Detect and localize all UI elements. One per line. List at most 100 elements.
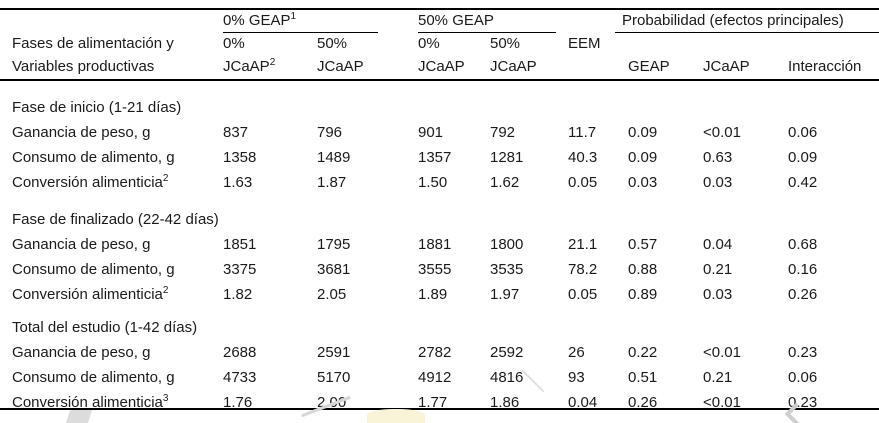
cell-value: 1.89	[418, 286, 448, 303]
cell-value: 1.77	[418, 394, 448, 411]
cell-value: 0.51	[628, 369, 658, 386]
cell-value: 4912	[418, 369, 452, 386]
cell-value: 1281	[490, 149, 524, 166]
table-row: Conversión alimenticia2 1.63 1.87 1.50 1…	[0, 174, 879, 199]
row-label-text: Ganancia de peso, g	[12, 124, 151, 141]
cell-value: 78.2	[568, 261, 598, 278]
cell-value: 0.57	[628, 236, 658, 253]
cell-value: 1.76	[223, 394, 253, 411]
row-label-text: Consumo de alimento, g	[12, 149, 175, 166]
section-total-estudio: Total del estudio (1-42 días) Ganancia d…	[0, 319, 879, 411]
cell-value: 1.86	[490, 394, 520, 411]
row-label-text: Consumo de alimento, g	[12, 369, 175, 386]
row-label: Conversión alimenticia3	[12, 394, 223, 412]
cell-value: 0.63	[703, 149, 733, 166]
cell-value: 0.42	[788, 174, 818, 191]
table-row: Consumo de alimento, g 4733 5170 4912 48…	[0, 369, 879, 394]
col-header-50pct: 50%	[490, 35, 521, 52]
table-row: Consumo de alimento, g 1358 1489 1357 12…	[0, 149, 879, 174]
table-row: Consumo de alimento, g 3375 3681 3555 35…	[0, 261, 879, 286]
cell-value: 0.16	[788, 261, 818, 278]
stub-heading-line1: Fases de alimentación y	[12, 35, 174, 52]
col-header-0pct: 0%	[418, 35, 440, 52]
header-sub-row-1: Fases de alimentación y 0% 50% 0% 50% EE…	[0, 33, 879, 56]
cell-value: 837	[223, 124, 249, 141]
cell-value: 1.87	[317, 174, 347, 191]
section-fase-inicio: Fase de inicio (1-21 días) Ganancia de p…	[0, 99, 879, 199]
row-label-text: Conversión alimenticia	[12, 394, 163, 411]
row-label: Ganancia de peso, g	[12, 124, 223, 149]
table-row: Ganancia de peso, g 2688 2591 2782 2592 …	[0, 344, 879, 369]
cell-value: 0.89	[628, 286, 658, 303]
cell-value: 1.63	[223, 174, 253, 191]
col-header-jcaap: JCaAP	[490, 58, 537, 75]
cell-value: 0.09	[628, 149, 658, 166]
col-header-jcaap: JCaAP	[418, 58, 465, 75]
cell-value: 0.22	[628, 344, 658, 361]
cell-value: 1357	[418, 149, 452, 166]
section-title-row: Total del estudio (1-42 días)	[0, 319, 879, 344]
cell-value: 2592	[490, 344, 524, 361]
cell-value: <0.01	[703, 344, 741, 361]
cell-value: 93	[568, 369, 585, 386]
row-label: Conversión alimenticia2	[12, 174, 223, 199]
table-header-rule	[0, 79, 879, 81]
cell-value: 3681	[317, 261, 351, 278]
col-header-jcaap: JCaAP	[703, 58, 750, 75]
cell-value: 0.03	[628, 174, 658, 191]
cell-value: 0.09	[788, 149, 818, 166]
group-label: 0% GEAP	[223, 12, 291, 29]
col-header-interaccion: Interacción	[788, 58, 862, 75]
col-header-50pct: 50%	[317, 35, 348, 52]
cell-value: 1.97	[490, 286, 520, 303]
cell-value: 0.26	[628, 394, 658, 411]
cell-value: 1851	[223, 236, 257, 253]
cell-value: 1795	[317, 236, 351, 253]
cell-value: 0.06	[788, 369, 818, 386]
cell-value: 792	[490, 124, 516, 141]
cell-value: 4816	[490, 369, 524, 386]
section-title: Total del estudio (1-42 días)	[12, 319, 198, 336]
cell-value: 0.04	[568, 394, 598, 411]
row-label: Consumo de alimento, g	[12, 261, 223, 286]
section-title: Fase de inicio (1-21 días)	[12, 99, 182, 116]
cell-value: 26	[568, 344, 585, 361]
cell-value: 0.09	[628, 124, 658, 141]
cell-value: 1358	[223, 149, 257, 166]
section-title-row: Fase de finalizado (22-42 días)	[0, 211, 879, 236]
section-fase-finalizado: Fase de finalizado (22-42 días) Ganancia…	[0, 211, 879, 311]
footnote-marker: 3	[162, 393, 169, 404]
cell-value: 1.82	[223, 286, 253, 303]
table-top-rule	[0, 8, 879, 10]
footnote-marker: 2	[162, 173, 169, 184]
stub-spacer	[12, 10, 223, 33]
footnote-marker: 2	[162, 285, 169, 296]
col-header-label: JCaAP	[223, 58, 270, 75]
cell-value: 0.03	[703, 286, 733, 303]
col-header-jcaap: JCaAP	[317, 58, 364, 75]
cell-value: 3555	[418, 261, 452, 278]
table-row: Ganancia de peso, g 1851 1795 1881 1800 …	[0, 236, 879, 261]
row-label-text: Consumo de alimento, g	[12, 261, 175, 278]
cell-value: 5170	[317, 369, 351, 386]
cell-value: 2782	[418, 344, 452, 361]
cell-value: 2591	[317, 344, 351, 361]
section-title-row: Fase de inicio (1-21 días)	[0, 99, 879, 124]
cell-value: 0.06	[788, 124, 818, 141]
table-row: Ganancia de peso, g 837 796 901 792 11.7…	[0, 124, 879, 149]
cell-value: 0.26	[788, 286, 818, 303]
cell-value: 796	[317, 124, 343, 141]
col-header-eem: EEM	[568, 35, 601, 52]
footnote-marker: 2	[269, 57, 276, 68]
cell-value: 40.3	[568, 149, 598, 166]
cell-value: 0.21	[703, 369, 733, 386]
col-header-empty	[568, 56, 628, 79]
cell-value: <0.01	[703, 394, 741, 411]
row-label: Consumo de alimento, g	[12, 149, 223, 174]
cell-value: 0.23	[788, 394, 818, 411]
cell-value: 3535	[490, 261, 524, 278]
cell-value: 0.03	[703, 174, 733, 191]
cell-value: <0.01	[703, 124, 741, 141]
col-group-probabilidad: Probabilidad (efectos principales)	[615, 10, 879, 33]
